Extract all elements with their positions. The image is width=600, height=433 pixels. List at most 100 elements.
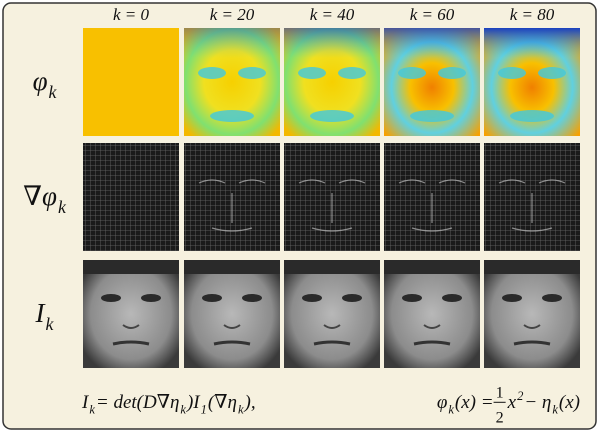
math-sub: 1 [201,403,207,417]
image-cell [83,28,179,136]
mouth [413,340,451,346]
image-cell [284,260,380,368]
image-cell [83,260,179,368]
face-photo [484,260,580,368]
image-cell [484,143,580,251]
math-text: ), [244,392,256,413]
image-grid [83,28,580,368]
math-text: (x) [559,392,580,413]
feature-lines [298,179,366,232]
math-text: (∇η [208,392,237,413]
eye [398,67,426,79]
math-expression: φ k (x) = 12x 2 − η k (x) [437,385,580,427]
math-text: φ [33,66,48,96]
eye [498,67,526,79]
eye [502,294,522,302]
mouth [210,110,254,122]
math-sub: k [46,314,55,334]
math-expression: ∇φ k [23,181,67,217]
feature-lines [498,179,566,232]
image-cell [284,28,380,136]
math-sub: k [180,403,186,417]
math-text: )I [186,392,201,413]
mouth [213,340,251,346]
feature-lines [198,179,266,232]
math-text: I [81,392,90,413]
hair [484,260,580,274]
deformation-grid [83,143,179,251]
image-cell [184,260,280,368]
math-text: = det(D∇η [96,392,180,413]
image-cell [83,143,179,251]
hair [284,260,380,274]
brow-region [484,28,580,58]
math-text: ∇φ [23,181,57,211]
image-cell [484,28,580,136]
mouth [510,110,554,122]
eye [438,67,466,79]
eye [298,67,326,79]
eye [242,294,262,302]
image-cell [284,143,380,251]
potential-map [83,28,179,136]
math-text: (x) = [455,392,494,413]
math-text: I [35,298,47,328]
column-label: k = 80 [510,5,555,24]
image-cell [484,260,580,368]
brow-region [284,28,380,58]
column-label: k = 20 [210,5,255,24]
eye [442,294,462,302]
column-label: k = 0 [113,5,150,24]
math-text: − η [524,392,551,413]
nose [523,324,541,329]
hair [384,260,480,274]
math-sub: k [552,403,558,417]
math-sub: k [448,403,454,417]
mouth [313,340,351,346]
eye [338,67,366,79]
eye [402,294,422,302]
eye [342,294,362,302]
nose [122,324,140,329]
eye [302,294,322,302]
eye [101,294,121,302]
mouth [310,110,354,122]
math-text: φ [437,392,448,413]
image-cell [384,260,480,368]
column-label: k = 60 [410,5,455,24]
eye [198,67,226,79]
fraction-numerator: 1 [496,385,504,402]
fraction-denominator: 2 [496,409,504,426]
nose [423,324,441,329]
math-text: x [507,392,517,413]
column-label: k = 40 [310,5,355,24]
eye [542,294,562,302]
mouth [112,340,150,346]
mouth [410,110,454,122]
hair [83,260,179,274]
eye [238,67,266,79]
face-photo [184,260,280,368]
nose [223,324,241,329]
face-photo [284,260,380,368]
mouth [513,340,551,346]
eye [141,294,161,302]
math-sup: 2 [517,389,523,403]
eye [538,67,566,79]
math-sub: k [58,197,67,217]
image-cell [384,143,480,251]
hair [184,260,280,274]
face-photo [83,260,179,368]
image-cell [184,143,280,251]
feature-lines [398,179,466,232]
nose [323,324,341,329]
math-sub: k [238,403,244,417]
face-photo [384,260,480,368]
image-cell [184,28,280,136]
brow-region [184,28,280,58]
